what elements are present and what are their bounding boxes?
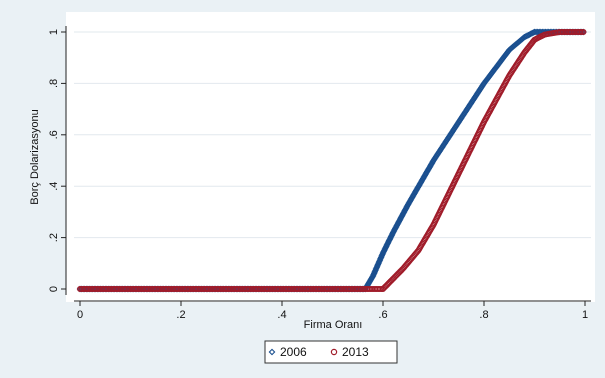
- x-axis-title: Firma Oranı: [304, 319, 363, 331]
- x-tick-label: .6: [378, 309, 387, 321]
- legend-marker-diamond: [268, 348, 276, 356]
- y-tick-label: .4: [48, 182, 60, 191]
- y-tick-label: .8: [48, 79, 60, 88]
- data-series: [76, 28, 587, 293]
- y-axis-title: Borç Dolarizasyonu: [29, 109, 41, 204]
- x-tick-label: .4: [277, 309, 286, 321]
- legend-label: 2013: [342, 345, 369, 359]
- y-tick-label: 0: [48, 286, 60, 292]
- x-tick-label: 0: [77, 309, 83, 321]
- y-tick-label: 1: [48, 29, 60, 35]
- y-tick-label: .2: [48, 233, 60, 242]
- x-tick-label: 1: [582, 309, 588, 321]
- y-tick-label: .6: [48, 130, 60, 139]
- axes: [65, 26, 591, 302]
- x-tick-label: .2: [176, 309, 185, 321]
- legend-marker-circle: [330, 348, 338, 356]
- x-axis-ticks: 0 .2 .4 .6 .8 1: [77, 301, 588, 321]
- x-tick-label: .8: [479, 309, 488, 321]
- legend-label: 2006: [280, 345, 307, 359]
- y-axis-ticks: 0 .2 .4 .6 .8 1: [48, 29, 66, 292]
- series-2013: [76, 29, 587, 293]
- legend: 2006 2013: [264, 340, 398, 364]
- data-point: [580, 29, 587, 36]
- gridlines: [74, 31, 591, 239]
- plot-area: [66, 12, 595, 302]
